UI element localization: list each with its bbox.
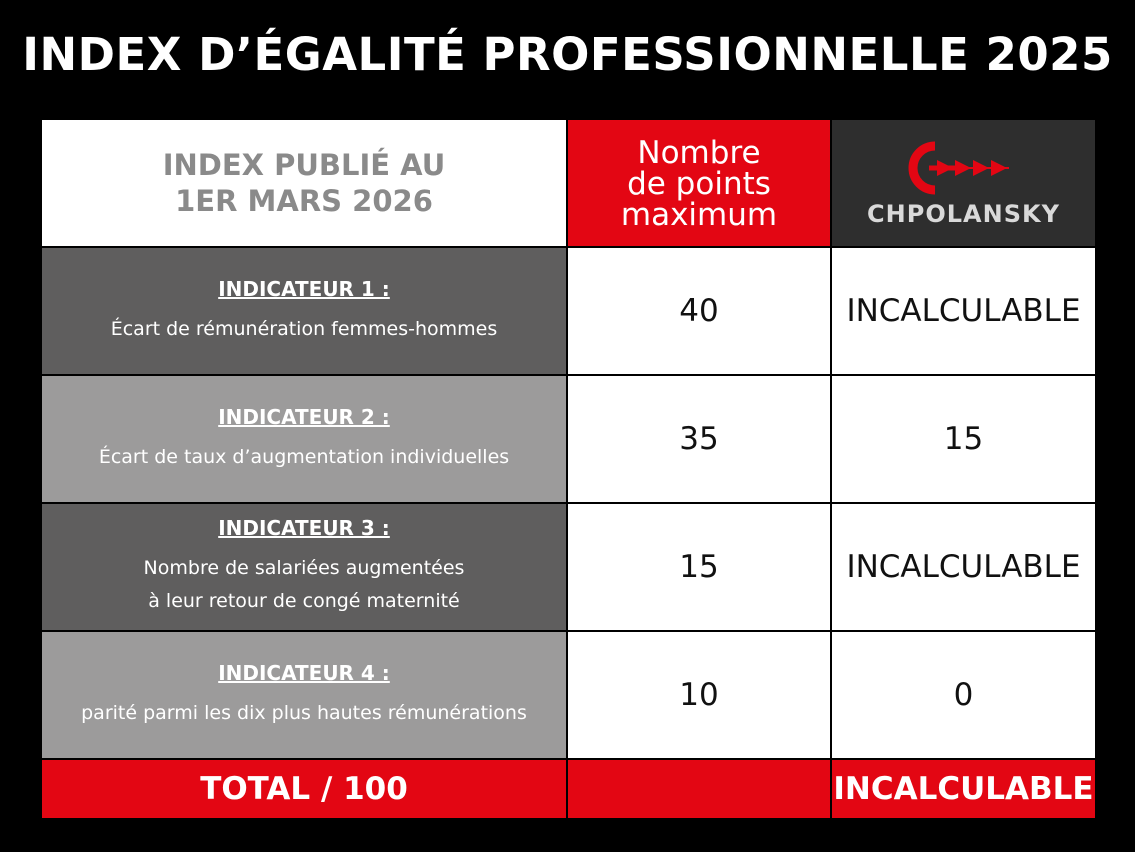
indicator-1-label: INDICATEUR 1 : Écart de rémunération fem… [42, 248, 566, 374]
max-points-line-3: maximum [620, 196, 778, 233]
total-score: INCALCULABLE [832, 760, 1095, 818]
indicator-description: parité parmi les dix plus hautes rémunér… [81, 701, 527, 724]
published-line-1: INDEX PUBLIÉ AU [162, 148, 446, 182]
indicator-3-max-points: 15 [568, 504, 830, 630]
indicator-1-max-points: 40 [568, 248, 830, 374]
indicator-4-score: 0 [832, 632, 1095, 758]
indicator-2-score: 15 [832, 376, 1095, 502]
indicator-title: INDICATEUR 2 : [218, 404, 390, 429]
total-label: TOTAL / 100 [42, 760, 566, 818]
indicator-title: INDICATEUR 4 : [218, 660, 390, 685]
published-date-header: INDEX PUBLIÉ AU 1ER MARS 2026 [42, 120, 566, 246]
indicator-3-score: INCALCULABLE [832, 504, 1095, 630]
company-logo-header: CHPOLANSKY [832, 120, 1095, 246]
indicator-title: INDICATEUR 3 : [218, 516, 390, 540]
max-points-header: Nombre de points maximum [568, 120, 830, 246]
indicator-description: Écart de rémunération femmes-hommes [110, 317, 498, 340]
max-points-line-2: de points [627, 165, 771, 202]
indicator-description: Écart de taux d’augmentation individuell… [98, 445, 510, 468]
indicator-description-line-1: Nombre de salariées augmentées [143, 557, 465, 579]
indicator-3-label: INDICATEUR 3 : Nombre de salariées augme… [42, 504, 566, 630]
indicator-1-score: INCALCULABLE [832, 248, 1095, 374]
total-max-points [568, 760, 830, 818]
index-table: INDEX PUBLIÉ AU 1ER MARS 2026 Nombre de … [42, 120, 1095, 818]
chpolansky-logo-icon [908, 141, 1009, 195]
indicator-4-label: INDICATEUR 4 : parité parmi les dix plus… [42, 632, 566, 758]
indicator-2-max-points: 35 [568, 376, 830, 502]
page-title: INDEX D’ÉGALITÉ PROFESSIONNELLE 2025 [22, 28, 1113, 81]
brand-name: CHPOLANSKY [867, 200, 1060, 228]
indicator-2-label: INDICATEUR 2 : Écart de taux d’augmentat… [42, 376, 566, 502]
indicator-description-line-2: à leur retour de congé maternité [148, 590, 460, 612]
max-points-line-1: Nombre [637, 134, 761, 171]
indicator-4-max-points: 10 [568, 632, 830, 758]
indicator-title: INDICATEUR 1 : [218, 276, 390, 301]
published-line-2: 1ER MARS 2026 [175, 184, 433, 218]
